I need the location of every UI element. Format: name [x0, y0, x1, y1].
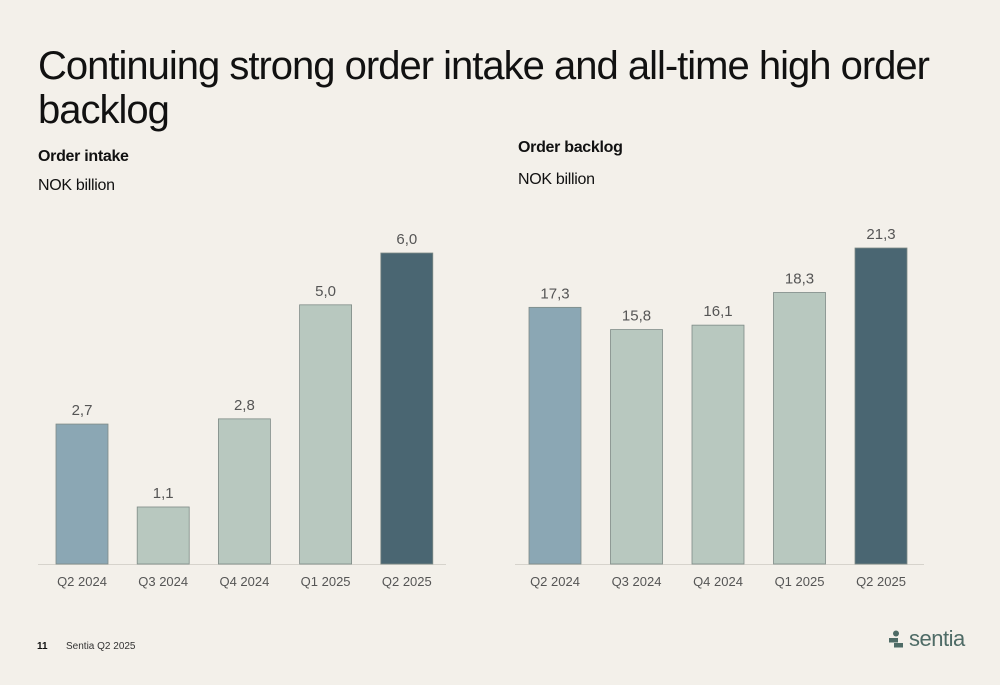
order-backlog-category-label: Q1 2025 [775, 574, 825, 589]
order-backlog-category-label: Q2 2024 [530, 574, 580, 589]
page-title: Continuing strong order intake and all-t… [38, 44, 930, 132]
order-backlog-unit: NOK billion [518, 171, 595, 188]
order-backlog-value-label: 15,8 [622, 308, 651, 325]
order-intake-unit: NOK billion [38, 177, 115, 194]
order-intake-value-label: 2,7 [72, 402, 93, 419]
page-number: 11 [37, 641, 48, 652]
order-backlog-value-label: 16,1 [703, 303, 732, 320]
order-backlog-bar [854, 247, 908, 565]
footer-text: Sentia Q2 2025 [66, 641, 136, 652]
order-intake-category-label: Q2 2025 [382, 574, 432, 589]
order-intake-category-label: Q1 2025 [301, 574, 351, 589]
order-backlog-category-label: Q2 2025 [856, 574, 906, 589]
order-intake-title: Order intake [38, 148, 129, 165]
order-intake-bar [55, 423, 109, 565]
order-backlog-value-label: 18,3 [785, 271, 814, 288]
order-backlog-value-label: 21,3 [866, 226, 895, 243]
order-intake-value-label: 5,0 [315, 283, 336, 300]
logo-wordmark: sentia [909, 626, 965, 651]
order-intake-bar [136, 506, 190, 565]
order-backlog-title: Order backlog [518, 139, 623, 156]
order-backlog-bar [528, 306, 582, 565]
order-intake-value-label: 2,8 [234, 397, 255, 414]
sentia-logo-icon [889, 630, 903, 648]
order-backlog-category-label: Q4 2024 [693, 574, 743, 589]
order-intake-category-label: Q2 2024 [57, 574, 107, 589]
order-intake-value-label: 1,1 [153, 485, 174, 502]
order-backlog-bar [773, 292, 826, 565]
order-backlog-category-label: Q3 2024 [612, 574, 662, 589]
order-backlog-bar [610, 329, 663, 565]
order-intake-bar [299, 304, 353, 565]
order-intake-bar [217, 418, 271, 565]
order-intake-bar [380, 252, 434, 565]
order-backlog-bar [691, 324, 745, 565]
order-intake-category-label: Q4 2024 [219, 574, 269, 589]
order-intake-category-label: Q3 2024 [138, 574, 188, 589]
order-intake-value-label: 6,0 [396, 231, 417, 248]
sentia-logo: sentia [888, 626, 965, 652]
order-backlog-value-label: 17,3 [540, 285, 569, 302]
